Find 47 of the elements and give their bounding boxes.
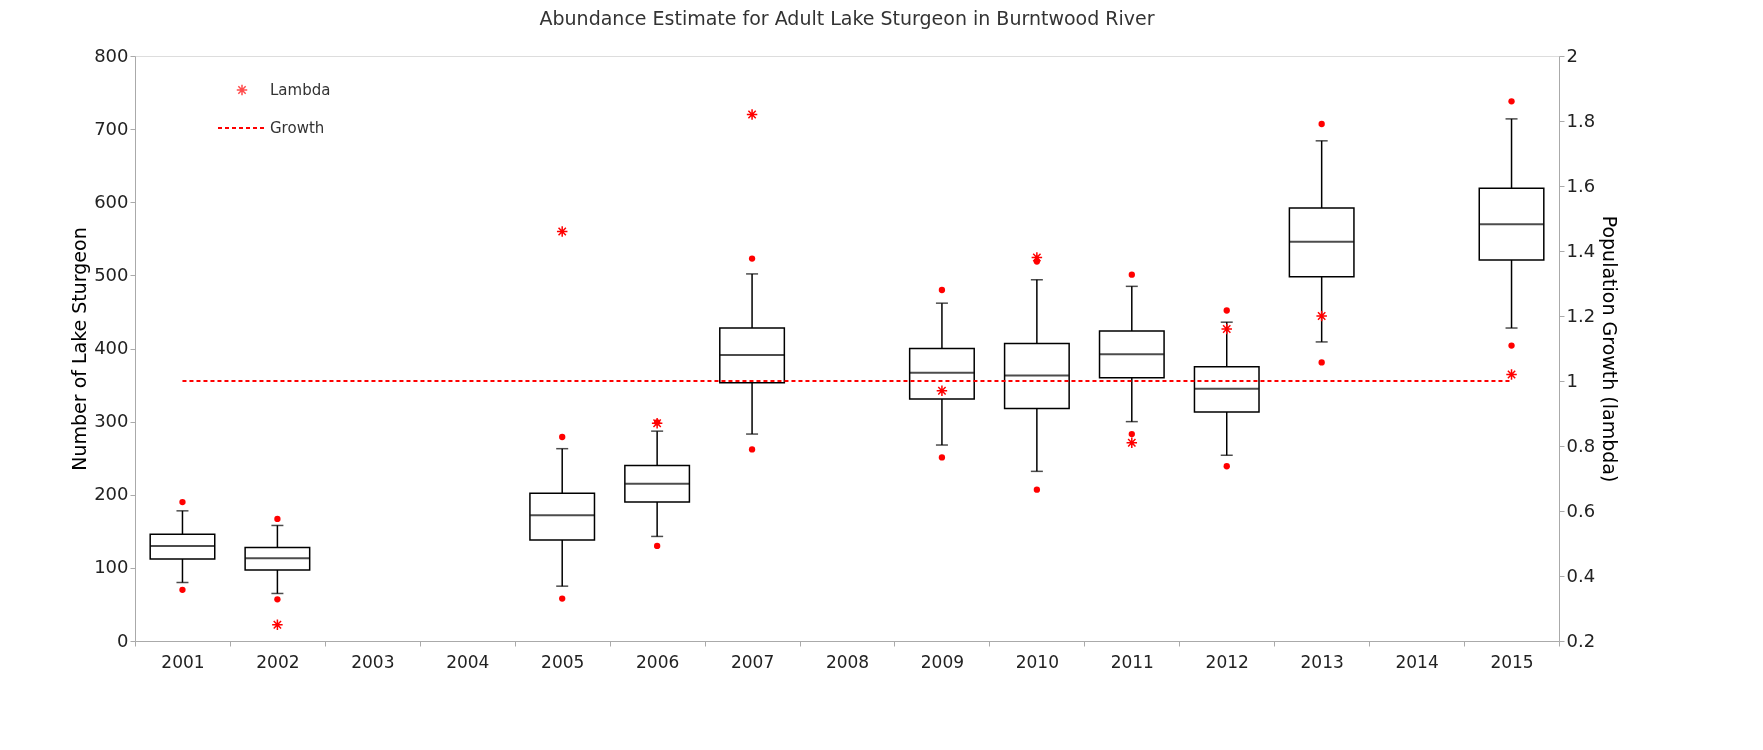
y2-tick-label: 1.2 xyxy=(1566,304,1596,326)
y2-tick-label: 1.8 xyxy=(1566,109,1596,131)
y2-tick-label: 0.6 xyxy=(1566,499,1596,521)
point xyxy=(1505,368,1518,381)
x-tick-label: 2005 xyxy=(541,651,585,672)
x-tick-label: 2006 xyxy=(636,651,680,672)
y-tick-label: 700 xyxy=(94,117,129,139)
point xyxy=(935,384,948,397)
x-tick-label: 2001 xyxy=(161,651,205,672)
y-tick-label: 300 xyxy=(94,410,129,432)
y-tick-label: 0 xyxy=(117,629,129,651)
point xyxy=(1220,323,1233,335)
legend-label: Lambda xyxy=(270,81,331,99)
y2-tick-label: 1 xyxy=(1566,369,1578,391)
y2-axis-title: Population Growth (lambda) xyxy=(1599,215,1622,483)
x-tick-label: 2008 xyxy=(825,651,870,672)
y-tick-label: 800 xyxy=(94,44,129,66)
y2-tick-label: 1.6 xyxy=(1566,174,1596,196)
x-tick-label: 2007 xyxy=(730,651,775,672)
y2-tick-label: 0.4 xyxy=(1566,564,1596,586)
x-tick-label: 2004 xyxy=(446,651,490,672)
legend-label: Growth xyxy=(270,119,325,137)
y-tick-label: 400 xyxy=(94,337,129,358)
y-tick-label: 600 xyxy=(94,190,129,212)
chart-title: Abundance Estimate for Adult Lake Sturgeon in Burntwood River xyxy=(539,7,1155,29)
x-tick-label: 2015 xyxy=(1490,651,1534,672)
x-tick-label: 2014 xyxy=(1395,651,1439,672)
x-tick-label: 2003 xyxy=(351,651,395,672)
x-tick-label: 2011 xyxy=(1110,651,1154,672)
y-tick-label: 100 xyxy=(94,556,129,578)
x-tick-label: 2010 xyxy=(1015,651,1059,672)
y-tick-label: 200 xyxy=(94,483,129,505)
y2-tick-label: 2 xyxy=(1566,44,1578,66)
x-tick-label: 2013 xyxy=(1300,651,1344,672)
point xyxy=(271,618,284,631)
x-tick-label: 2009 xyxy=(920,651,965,672)
point xyxy=(556,225,569,238)
y2-tick-label: 0.2 xyxy=(1566,629,1596,651)
y2-tick-label: 0.8 xyxy=(1566,434,1596,456)
point xyxy=(1125,436,1138,449)
y-tick-label: 500 xyxy=(94,263,129,285)
point xyxy=(1315,310,1328,322)
x-tick-label: 2002 xyxy=(256,651,300,672)
y2-tick-label: 1.4 xyxy=(1566,239,1596,261)
x-tick-label: 2012 xyxy=(1205,651,1249,672)
y-axis-title: Number of Lake Sturgeon xyxy=(68,227,91,471)
point xyxy=(746,108,759,121)
